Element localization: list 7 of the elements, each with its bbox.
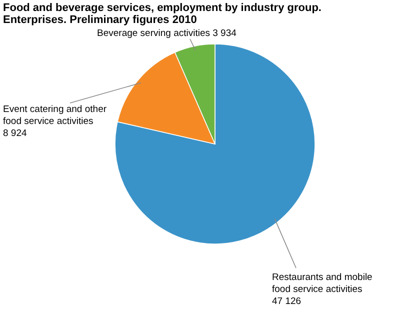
data-label: 8 924 bbox=[3, 128, 27, 139]
pie-slice bbox=[114, 44, 316, 244]
slice-label: Restaurants and mobile food service activities bbox=[272, 272, 372, 295]
chart-title: Food and beverage services, employment by industry group. Enterprises. Preliminary figures 2010 bbox=[3, 2, 322, 26]
slice-label: Event catering and other food service activities bbox=[3, 104, 107, 127]
slice-label: Beverage serving activities 3 934 bbox=[97, 28, 236, 39]
data-label: 47 126 bbox=[272, 296, 302, 307]
